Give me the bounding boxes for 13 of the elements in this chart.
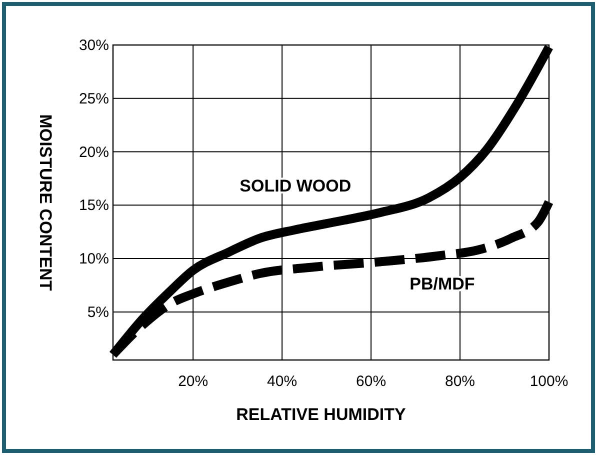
y-tick-label: 15% bbox=[78, 197, 109, 214]
y-tick-label: 20% bbox=[78, 144, 109, 161]
x-tick-label: 100% bbox=[530, 373, 568, 390]
y-tick-label: 30% bbox=[78, 37, 109, 54]
y-tick-label: 25% bbox=[78, 90, 109, 108]
x-axis-title: RELATIVE HUMIDITY bbox=[236, 405, 406, 424]
x-tick-label: 60% bbox=[356, 373, 386, 390]
x-tick-label: 40% bbox=[267, 373, 298, 390]
x-tick-label: 80% bbox=[445, 373, 476, 390]
y-tick-label: 5% bbox=[87, 304, 109, 321]
y-axis-title: MOISTURE CONTENT bbox=[36, 114, 55, 292]
x-tick-label: 20% bbox=[178, 373, 208, 390]
y-tick-label: 10% bbox=[78, 250, 109, 268]
